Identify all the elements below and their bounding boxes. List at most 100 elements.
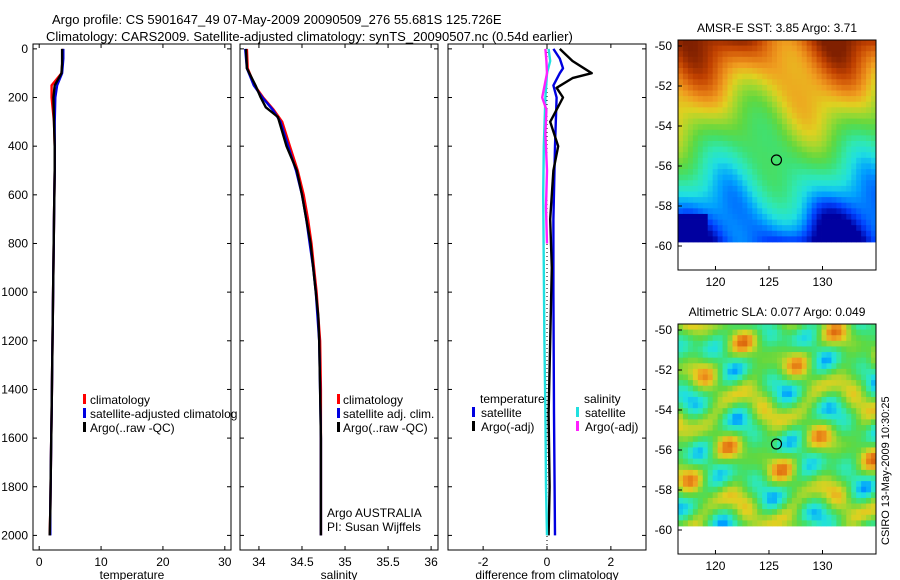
sst-map-cell (801, 84, 808, 91)
sst-map-cell (777, 230, 783, 237)
sst-map-cell (777, 40, 783, 47)
sst-map-cell (851, 191, 857, 198)
sla-map-cell (811, 380, 817, 387)
sst-map-cell (796, 45, 803, 52)
sst-map-cell (697, 225, 704, 232)
sst-map-cell (781, 84, 788, 91)
sst-map-cell (821, 79, 827, 86)
sst-map-cell (821, 185, 827, 192)
sla-map-cell (821, 430, 827, 437)
sst-map-cell (722, 84, 728, 91)
sst-map-cell (841, 157, 847, 164)
sst-map-cell (772, 236, 778, 243)
sst-map-cell (851, 219, 857, 226)
temperature-legend-swatch (83, 422, 86, 432)
sst-map-cell (777, 135, 783, 142)
sla-map-cell (712, 385, 718, 392)
sst-map-cell (821, 101, 827, 108)
sst-map-cell (831, 157, 837, 164)
sla-map-cell (836, 447, 842, 454)
sst-map-cell (732, 84, 738, 91)
sst-map-cell (836, 213, 842, 220)
sst-map-cell (796, 40, 803, 47)
sla-map-cell (856, 486, 862, 493)
sla-map-cell (742, 430, 748, 437)
sst-map-cell (722, 180, 728, 187)
sst-map-cell (752, 141, 758, 148)
sst-map-cell (851, 45, 857, 52)
sla-map-cell (781, 396, 788, 403)
sla-map-cell (781, 324, 788, 331)
sla-map-cell (722, 492, 728, 499)
sst-map-cell (702, 51, 709, 58)
sst-map-cell (737, 124, 743, 131)
sst-map-cell (781, 135, 788, 142)
sst-map-cell (707, 191, 714, 198)
sst-map-cell (757, 96, 763, 103)
sla-map-cell (826, 335, 832, 342)
sst-map-cell (816, 230, 822, 237)
sst-map-cell (732, 174, 738, 181)
sla-map-cell (871, 453, 877, 460)
sla-map-cell (762, 514, 768, 521)
sla-map-cell (871, 408, 877, 415)
sla-map-cell (791, 436, 798, 443)
sst-map-cell (767, 73, 773, 80)
sst-map-cell (871, 180, 877, 187)
sla-map-cell (866, 413, 872, 420)
sla-map-cell (702, 475, 709, 482)
sla-map-cell (821, 503, 827, 510)
sst-map-cell (871, 141, 877, 148)
sst-map-cell (871, 62, 877, 69)
sst-map-cell (836, 169, 842, 176)
sla-map-cell (821, 363, 827, 370)
sst-map-cell (707, 225, 714, 232)
sla-map-cell (861, 514, 867, 521)
sst-map-cell (692, 118, 699, 125)
sla-map-cell (796, 324, 803, 331)
sst-map-cell (786, 51, 793, 58)
sla-map-cell (697, 329, 704, 336)
sst-map-cell (722, 191, 728, 198)
sst-map-cell (777, 90, 783, 97)
sla-map-cell (732, 520, 738, 527)
sst-map-cell (806, 191, 813, 198)
sla-map-cell (742, 346, 748, 353)
sst-map-cell (861, 101, 867, 108)
sla-map-cell (747, 425, 753, 432)
sst-map-cell (687, 180, 694, 187)
sst-map-cell (702, 107, 709, 114)
sla-map-cell (692, 514, 699, 521)
sst-map-cell (861, 163, 867, 170)
sst-map-cell (692, 163, 699, 170)
sst-map-cell (687, 96, 694, 103)
sst-map-cell (861, 124, 867, 131)
sla-map-cell (866, 335, 872, 342)
sst-map-cell (702, 185, 709, 192)
sla-map-cell (841, 419, 847, 426)
sst-map-cell (767, 169, 773, 176)
sst-map-cell (687, 90, 694, 97)
sst-map-cell (712, 56, 718, 63)
sst-map-cell (702, 90, 709, 97)
sla-map-cell (682, 509, 689, 516)
sst-map-cell (682, 225, 689, 232)
sla-map-cell (772, 413, 778, 420)
sla-map-cell (727, 419, 733, 426)
sla-map-cell (801, 368, 808, 375)
sla-map-cell (796, 430, 803, 437)
sla-map-cell (821, 458, 827, 465)
sst-map-cell (806, 96, 813, 103)
sst-map-cell (702, 174, 709, 181)
sst-map-cell (697, 230, 704, 237)
sst-map-cell (841, 51, 847, 58)
sst-map-cell (816, 90, 822, 97)
sst-map-cell (678, 225, 684, 232)
sst-map-cell (687, 51, 694, 58)
temperature-legend-label: Argo(..raw -QC) (90, 421, 175, 435)
sst-map-cell (796, 169, 803, 176)
sst-map-cell (861, 79, 867, 86)
sst-map-cell (836, 62, 842, 69)
sla-map-cell (757, 430, 763, 437)
sla-map-cell (747, 481, 753, 488)
